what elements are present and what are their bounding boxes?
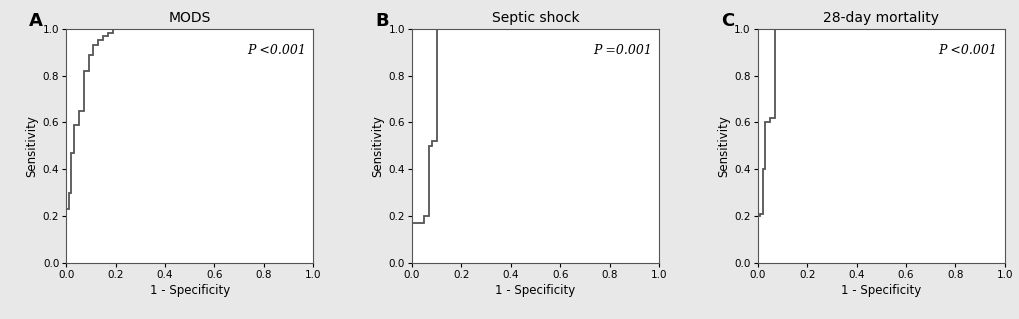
Text: A: A xyxy=(30,12,43,30)
Y-axis label: Sensitivity: Sensitivity xyxy=(25,115,39,177)
Text: C: C xyxy=(720,12,734,30)
X-axis label: 1 - Specificity: 1 - Specificity xyxy=(841,284,920,297)
Title: MODS: MODS xyxy=(168,11,211,25)
Text: P <0.001: P <0.001 xyxy=(247,44,306,57)
Text: P <0.001: P <0.001 xyxy=(937,44,997,57)
Y-axis label: Sensitivity: Sensitivity xyxy=(371,115,384,177)
Text: B: B xyxy=(375,12,388,30)
X-axis label: 1 - Specificity: 1 - Specificity xyxy=(150,284,229,297)
Y-axis label: Sensitivity: Sensitivity xyxy=(716,115,730,177)
Text: P =0.001: P =0.001 xyxy=(592,44,651,57)
Title: Septic shock: Septic shock xyxy=(491,11,579,25)
Title: 28-day mortality: 28-day mortality xyxy=(822,11,938,25)
X-axis label: 1 - Specificity: 1 - Specificity xyxy=(495,284,575,297)
